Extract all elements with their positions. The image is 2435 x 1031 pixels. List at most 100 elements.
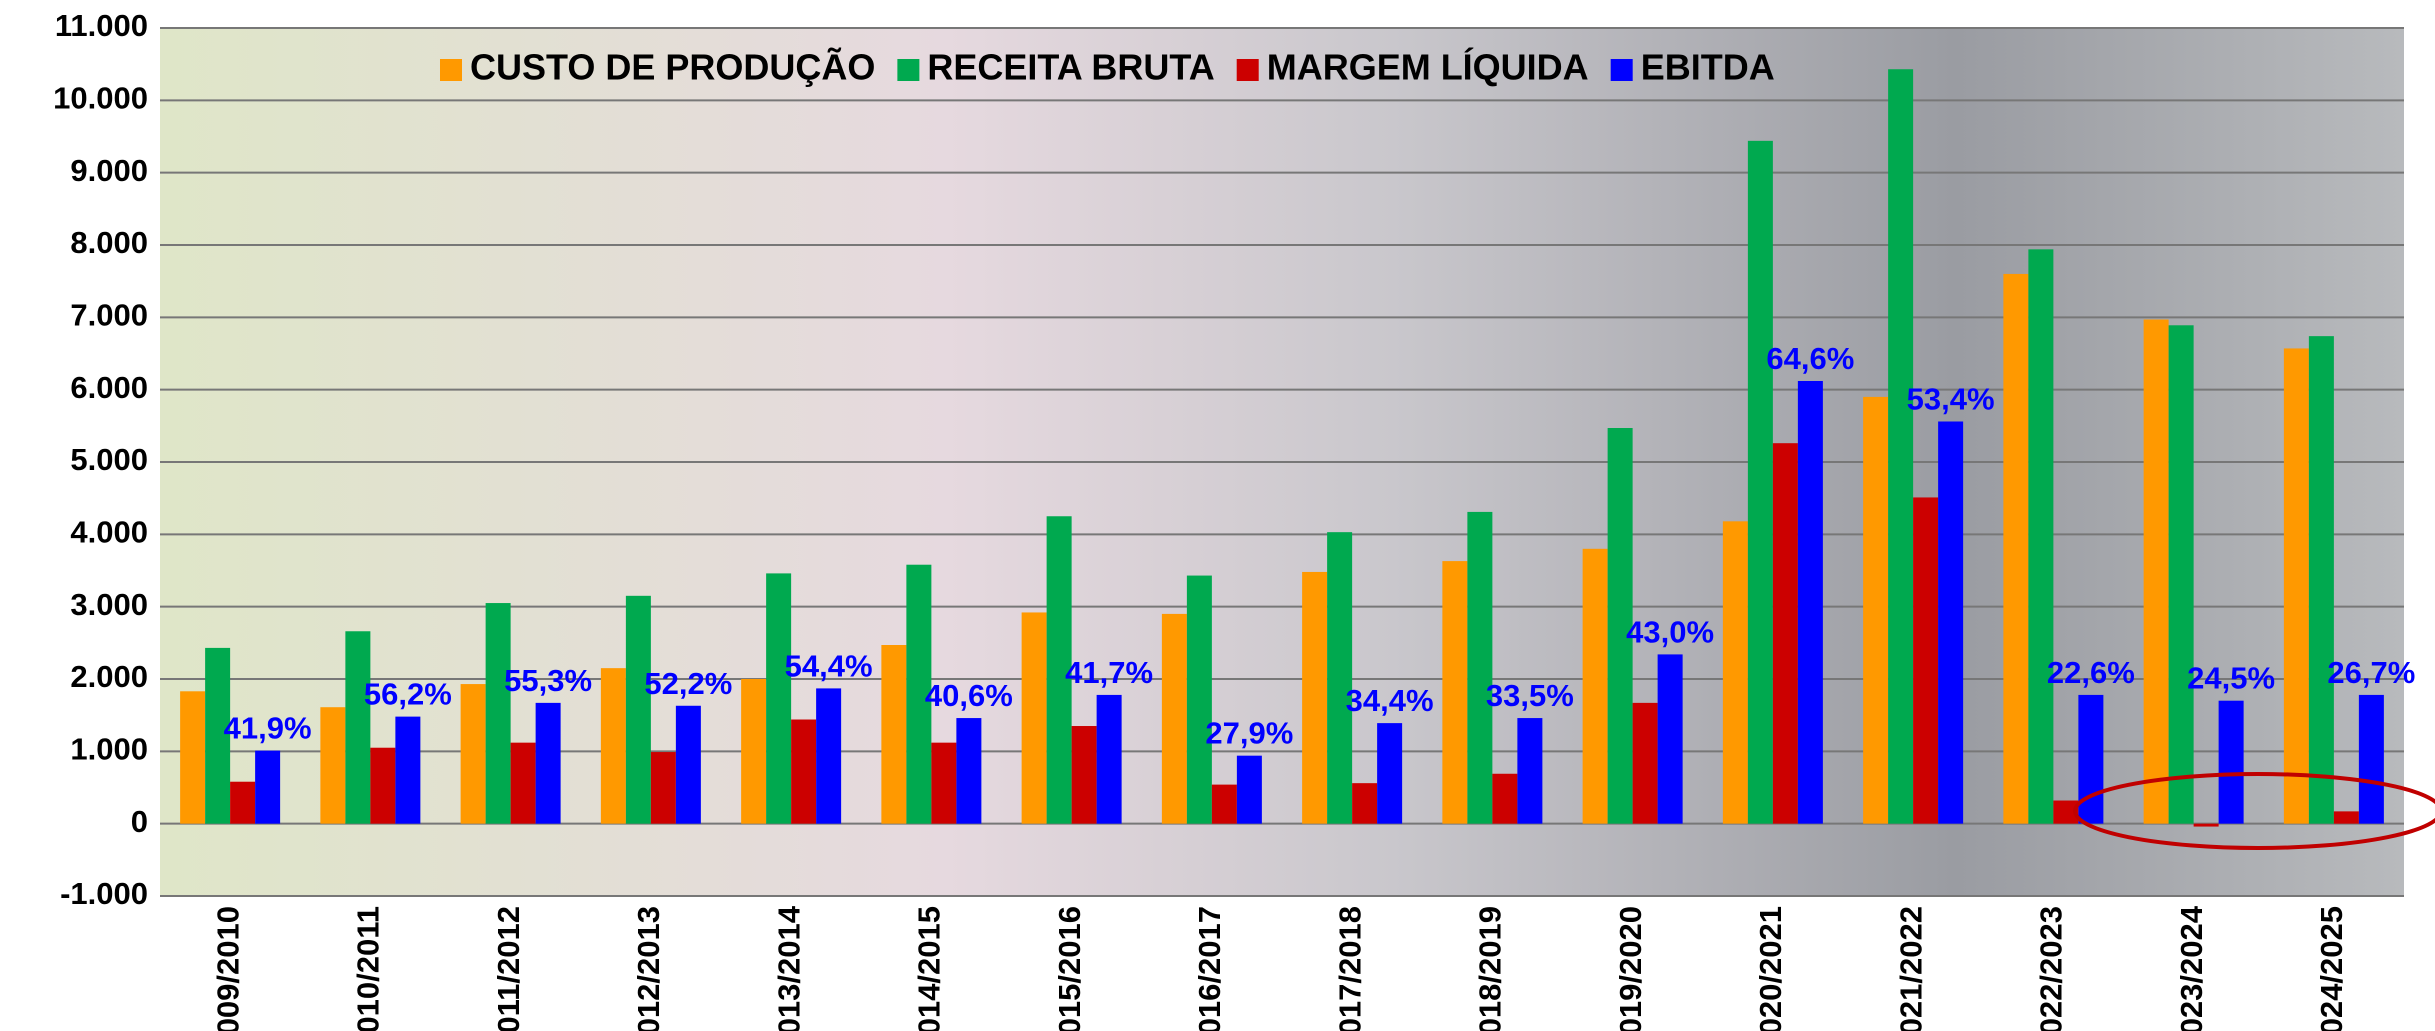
y-tick-label: 3.000 [70, 587, 148, 622]
legend-label: MARGEM LÍQUIDA [1267, 47, 1589, 88]
x-tick-label: 2016/2017 [1192, 906, 1227, 1031]
bar [2053, 800, 2079, 824]
bar [180, 691, 206, 824]
annotation: 52,2% [644, 666, 732, 701]
bar [791, 719, 817, 824]
bar [1632, 702, 1658, 824]
x-tick-label: 2011/2012 [491, 906, 526, 1031]
y-tick-label: 1.000 [70, 732, 148, 767]
annotation: 27,9% [1205, 716, 1293, 751]
annotation: 41,7% [1065, 655, 1153, 690]
x-tick-label: 2013/2014 [771, 905, 806, 1031]
bar [675, 705, 701, 824]
bar [1046, 516, 1072, 824]
y-tick-label: 10.000 [53, 81, 148, 116]
x-tick-label: 2018/2019 [1473, 906, 1508, 1031]
x-tick-label: 2021/2022 [1893, 906, 1928, 1031]
x-tick-label: 2022/2023 [2034, 906, 2069, 1031]
bar [485, 603, 511, 824]
bar [931, 742, 957, 824]
bar [1186, 575, 1212, 824]
x-tick-label: 2012/2013 [631, 906, 666, 1031]
annotation: 41,9% [224, 711, 312, 746]
bar [2003, 273, 2029, 824]
bar [956, 718, 982, 824]
bar [2358, 694, 2384, 824]
highlight-ellipse [2073, 772, 2435, 850]
bar [1797, 380, 1823, 824]
bar [1236, 755, 1262, 824]
annotation: 24,5% [2187, 661, 2275, 696]
bar [535, 702, 561, 824]
bar [1327, 532, 1353, 824]
bar [1442, 561, 1468, 824]
bar [320, 707, 346, 824]
bar [205, 647, 231, 824]
bar [1071, 726, 1097, 824]
bar [881, 645, 907, 824]
x-tick-label: 2014/2015 [912, 906, 947, 1031]
y-tick-label: 11.000 [55, 8, 148, 43]
bar [1863, 396, 1889, 824]
annotation: 22,6% [2047, 655, 2135, 690]
x-tick-label: 2017/2018 [1332, 906, 1367, 1031]
bar [1582, 548, 1608, 824]
annotation: 56,2% [364, 677, 452, 712]
y-tick-label: 9.000 [70, 153, 148, 188]
bar [2168, 325, 2194, 824]
y-tick-label: 7.000 [70, 298, 148, 333]
bar [741, 679, 767, 824]
y-tick-label: 4.000 [70, 515, 148, 550]
bar [906, 564, 932, 824]
bar [1161, 613, 1187, 824]
bar [2028, 249, 2054, 824]
bar [1517, 718, 1543, 824]
bar [2218, 700, 2244, 824]
annotation: 34,4% [1346, 683, 1434, 718]
annotation: 33,5% [1486, 678, 1574, 713]
y-tick-label: -1.000 [60, 876, 148, 911]
bar [1607, 428, 1633, 824]
legend-swatch [1610, 59, 1633, 81]
bar [510, 742, 536, 824]
bar [2283, 348, 2309, 824]
y-tick-label: 8.000 [70, 225, 148, 260]
legend-swatch [1236, 59, 1259, 81]
bar [1888, 69, 1914, 824]
bar [1467, 511, 1493, 824]
y-tick-label: 5.000 [70, 442, 148, 477]
bar [2078, 694, 2104, 824]
bar [1096, 694, 1122, 824]
bar [1302, 571, 1328, 824]
y-tick-label: 6.000 [70, 370, 148, 405]
bar [1747, 140, 1773, 824]
bar [1772, 443, 1798, 824]
legend-label: RECEITA BRUTA [927, 47, 1214, 88]
bar [816, 688, 842, 824]
x-tick-label: 2009/2010 [210, 906, 245, 1031]
y-tick-label: 0 [131, 804, 148, 839]
bar [460, 684, 486, 824]
bar [1938, 421, 1964, 824]
bar [625, 595, 651, 824]
bar [2143, 319, 2169, 824]
bar [766, 573, 792, 824]
annotation: 26,7% [2327, 655, 2415, 690]
bar [1722, 521, 1748, 824]
x-tick-label: 2019/2020 [1613, 906, 1648, 1031]
bar [1211, 784, 1237, 824]
annotation: 55,3% [504, 663, 592, 698]
bar [1021, 612, 1047, 824]
x-tick-label: 2023/2024 [2174, 905, 2209, 1031]
y-tick-label: 2.000 [70, 659, 148, 694]
annotation: 54,4% [785, 648, 873, 683]
bar [2308, 336, 2334, 824]
bar [255, 750, 281, 824]
bar [600, 668, 626, 824]
legend-label: CUSTO DE PRODUÇÃO [470, 46, 875, 88]
x-tick-label: 2020/2021 [1753, 906, 1788, 1031]
bar [345, 631, 371, 824]
bar [1657, 654, 1683, 824]
